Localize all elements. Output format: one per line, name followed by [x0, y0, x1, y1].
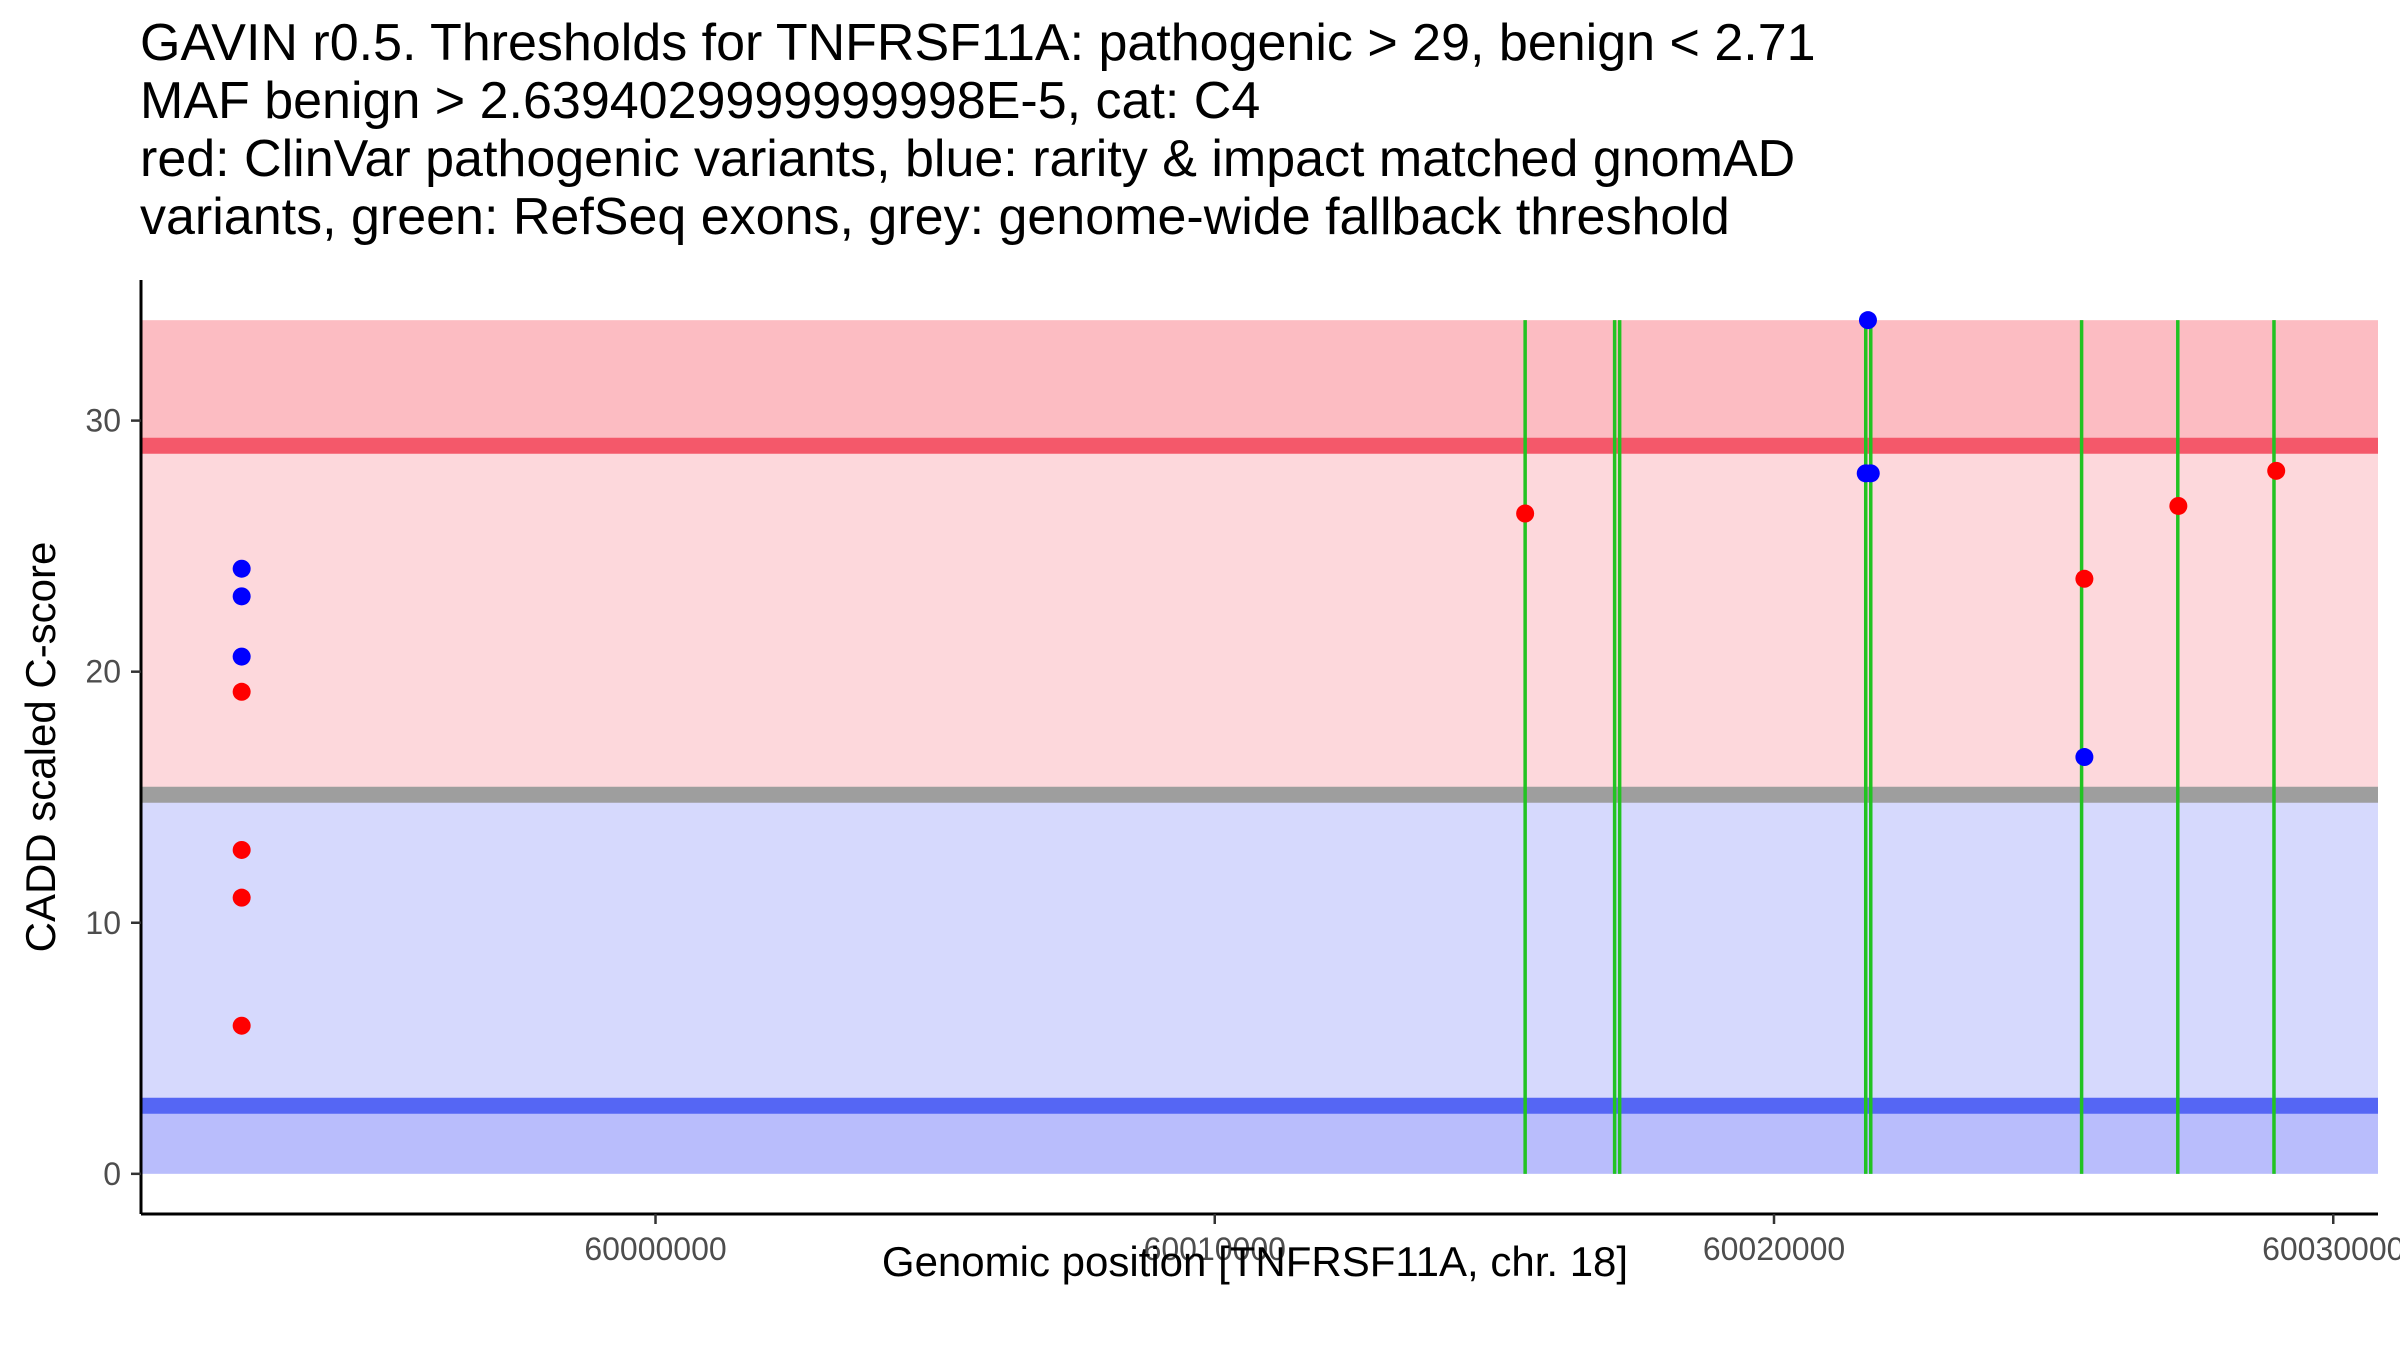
x-tick-label-60010000: 60010000: [1144, 1231, 1286, 1267]
pathogenic-upper-region: [141, 320, 2378, 446]
benign-upper-region: [141, 794, 2378, 1106]
benign-lower-region: [141, 1105, 2378, 1174]
gnomad-point-2: [232, 587, 251, 606]
x-tick-label-60020000: 60020000: [1703, 1231, 1845, 1267]
gnomad-point-3: [232, 647, 251, 666]
title-line-3: red: ClinVar pathogenic variants, blue: …: [140, 130, 1796, 188]
pathogenic-lower-region: [141, 445, 2378, 795]
y-tick-label-30: 30: [85, 403, 121, 439]
gnomad-point-7: [2075, 748, 2094, 767]
clinvar-point-6: [2075, 569, 2094, 588]
clinvar-point-2: [232, 840, 251, 859]
x-tick-label-60030000: 60030000: [2262, 1231, 2400, 1267]
title-line-4: variants, green: RefSeq exons, grey: gen…: [140, 188, 1730, 246]
x-axis-title: Genomic position [TNFRSF11A, chr. 18]: [882, 1238, 1628, 1285]
title-line-1: GAVIN r0.5. Thresholds for TNFRSF11A: pa…: [140, 14, 1816, 72]
gnomad-point-6: [1861, 464, 1880, 483]
gnomad-point-4: [1858, 311, 1877, 330]
axes: 0 10 20 30 60000000 60010000 60020000 60030000: [85, 280, 2400, 1267]
threshold-bands: [141, 320, 2378, 1174]
clinvar-point-1: [232, 682, 251, 701]
y-tick-label-20: 20: [85, 654, 121, 690]
clinvar-point-3: [232, 888, 251, 907]
threshold-lines: [141, 437, 2378, 1114]
chart-title: GAVIN r0.5. Thresholds for TNFRSF11A: pa…: [140, 14, 2380, 246]
clinvar-point-7: [2169, 496, 2188, 515]
gnomad-point-1: [232, 559, 251, 578]
y-tick-label-0: 0: [103, 1156, 121, 1192]
title-line-2: MAF benign > 2.6394029999999998E-5, cat:…: [140, 72, 1261, 130]
x-tick-label-60000000: 60000000: [584, 1231, 726, 1267]
clinvar-point-4: [232, 1016, 251, 1035]
y-axis-title: CADD scaled C-score: [17, 542, 64, 953]
clinvar-point-8: [2267, 461, 2286, 480]
y-tick-label-10: 10: [85, 905, 121, 941]
clinvar-point-5: [1516, 504, 1535, 523]
variant-points: [232, 311, 2286, 1035]
